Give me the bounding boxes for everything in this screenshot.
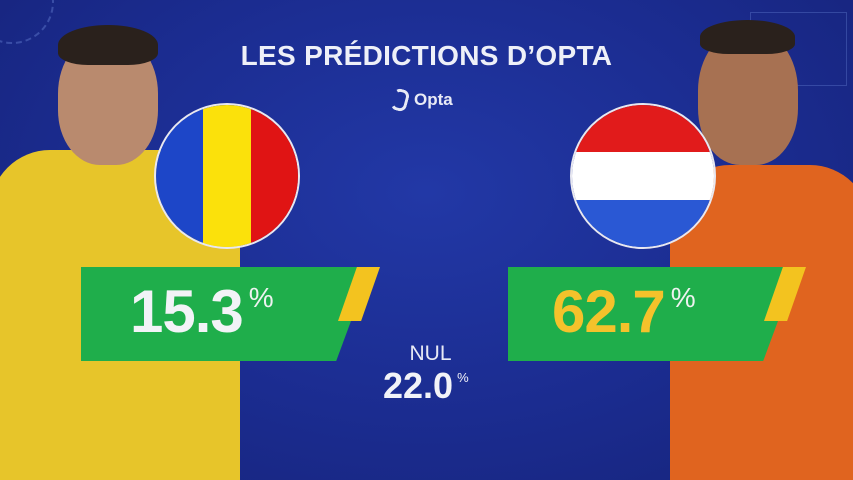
draw-value: 22.0 xyxy=(383,365,454,406)
page-title: LES PRÉDICTIONS D’OPTA xyxy=(240,40,613,71)
opta-logo-icon xyxy=(389,87,411,113)
netherlands-flag xyxy=(570,103,716,249)
opta-brand: Opta xyxy=(389,87,453,113)
romania-win-probability: 15.3 % xyxy=(130,280,274,344)
percent-symbol: % xyxy=(670,282,696,313)
opta-brand-label: Opta xyxy=(414,90,453,109)
netherlands-probability-bar xyxy=(508,267,798,361)
percent-symbol: % xyxy=(457,370,469,385)
romania-win-value: 15.3 xyxy=(130,278,244,345)
romania-probability-bar xyxy=(81,267,371,361)
percent-symbol: % xyxy=(248,282,274,313)
draw-probability: 22.0 % xyxy=(383,366,469,406)
netherlands-win-value: 62.7 xyxy=(552,278,666,345)
netherlands-win-probability: 62.7 % xyxy=(552,280,696,344)
romania-flag xyxy=(154,103,300,249)
netherlands-player-hair xyxy=(700,20,795,54)
draw-label: NUL xyxy=(409,342,452,365)
romania-player-hair xyxy=(58,25,158,65)
